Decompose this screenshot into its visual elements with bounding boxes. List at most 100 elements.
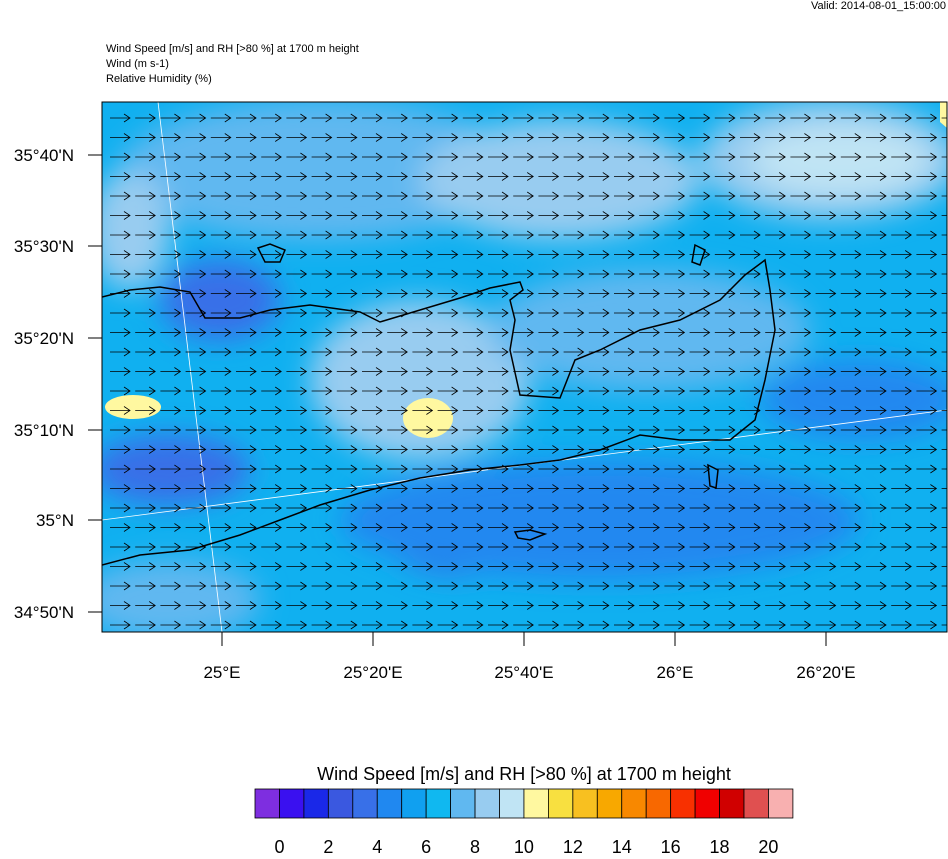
wind-arrow	[135, 406, 156, 415]
colorbar-swatch	[596, 788, 623, 819]
wind-arrow	[336, 581, 358, 591]
wind-arrow	[135, 289, 156, 298]
wind-arrow	[563, 230, 585, 240]
wind-arrow	[614, 445, 635, 454]
wind-arrow	[437, 308, 459, 318]
wind-arrow	[815, 386, 837, 396]
wind-arrow	[110, 445, 131, 454]
wind-arrow	[689, 542, 711, 552]
wind-arrow	[891, 445, 912, 454]
wind-arrow	[185, 133, 207, 142]
wind-arrow	[588, 250, 610, 259]
wind-arrow	[336, 445, 358, 454]
wind-arrow	[588, 484, 610, 493]
wind-arrow	[563, 601, 585, 610]
wind-arrow	[261, 367, 282, 376]
wind-arrow	[765, 601, 786, 610]
wind-arrow	[866, 523, 887, 532]
wind-arrow	[261, 464, 282, 474]
wind-arrow	[941, 585, 947, 587]
wind-arrow	[286, 601, 308, 610]
wind-arrow	[815, 620, 837, 630]
wind-arrow	[437, 230, 459, 240]
wind-arrow	[916, 347, 938, 357]
wind-arrow	[261, 191, 282, 201]
wind-arrow	[538, 191, 560, 201]
wind-arrow	[740, 250, 761, 259]
wind-arrow	[916, 523, 938, 532]
wind-arrow	[714, 211, 736, 220]
wind-arrow	[664, 503, 686, 513]
wind-arrow	[941, 273, 947, 275]
wind-arrow	[210, 425, 232, 435]
wind-arrow	[336, 386, 358, 396]
wind-arrow	[790, 230, 812, 240]
wind-arrow	[941, 176, 947, 177]
wind-arrow	[563, 445, 585, 454]
wind-arrow	[538, 367, 560, 376]
wind-arrow	[866, 601, 887, 610]
wind-arrow	[160, 425, 182, 435]
wind-arrow	[790, 113, 812, 123]
wind-arrow	[412, 191, 434, 201]
wind-arrow	[336, 211, 358, 220]
wind-arrow	[866, 445, 887, 454]
wind-arrow	[437, 601, 459, 610]
wind-arrow	[639, 347, 660, 357]
wind-arrow	[236, 425, 257, 435]
wind-arrow	[815, 269, 837, 279]
wind-arrow	[916, 367, 938, 376]
wind-arrow	[462, 581, 484, 591]
wind-arrow	[110, 425, 131, 435]
wind-arrow	[614, 406, 635, 415]
wind-arrow	[513, 386, 534, 396]
wind-arrow	[588, 269, 610, 279]
wind-arrow	[513, 542, 534, 552]
wind-arrow	[210, 191, 232, 201]
wind-arrow	[563, 269, 585, 279]
wind-arrow	[412, 620, 434, 630]
wind-arrow	[513, 191, 534, 201]
wind-arrow	[412, 523, 434, 532]
wind-arrow	[891, 308, 912, 318]
colorbar-title: Wind Speed [m/s] and RH [>80 %] at 1700 …	[317, 764, 731, 784]
wind-arrow	[588, 425, 610, 435]
wind-arrow	[941, 195, 947, 197]
wind-arrow	[311, 406, 333, 415]
wind-arrow	[437, 113, 459, 123]
wind-arrow	[891, 191, 912, 201]
wind-arrow	[916, 464, 938, 474]
wind-arrow	[236, 289, 257, 298]
wind-arrow	[311, 581, 333, 591]
wind-arrow	[916, 445, 938, 454]
wind-arrow	[387, 620, 408, 630]
wind-arrow	[714, 425, 736, 435]
wind-arrow	[286, 562, 308, 571]
wind-arrow	[135, 523, 156, 532]
wind-arrow	[185, 542, 207, 552]
wind-arrow	[311, 445, 333, 454]
wind-arrow	[714, 386, 736, 396]
wind-arrow	[362, 289, 383, 298]
wind-arrow	[362, 367, 383, 376]
wind-arrow	[563, 250, 585, 259]
wind-arrow	[941, 215, 947, 216]
wind-arrow	[790, 191, 812, 201]
wind-arrow	[362, 347, 383, 357]
wind-arrow	[891, 113, 912, 123]
colorbar-label: 4	[372, 837, 382, 854]
wind-arrow	[639, 152, 660, 162]
wind-arrow	[437, 542, 459, 552]
wind-arrow	[740, 347, 761, 357]
wind-arrow	[588, 523, 610, 532]
wind-arrow	[236, 152, 257, 162]
wind-arrow	[941, 429, 947, 431]
wind-arrow	[538, 464, 560, 474]
wind-arrow	[765, 347, 786, 357]
wind-arrow	[614, 191, 635, 201]
wind-arrow	[563, 386, 585, 396]
wind-arrow	[790, 152, 812, 162]
wind-arrow	[866, 133, 887, 142]
wind-arrow	[110, 542, 131, 552]
wind-arrow	[135, 367, 156, 376]
